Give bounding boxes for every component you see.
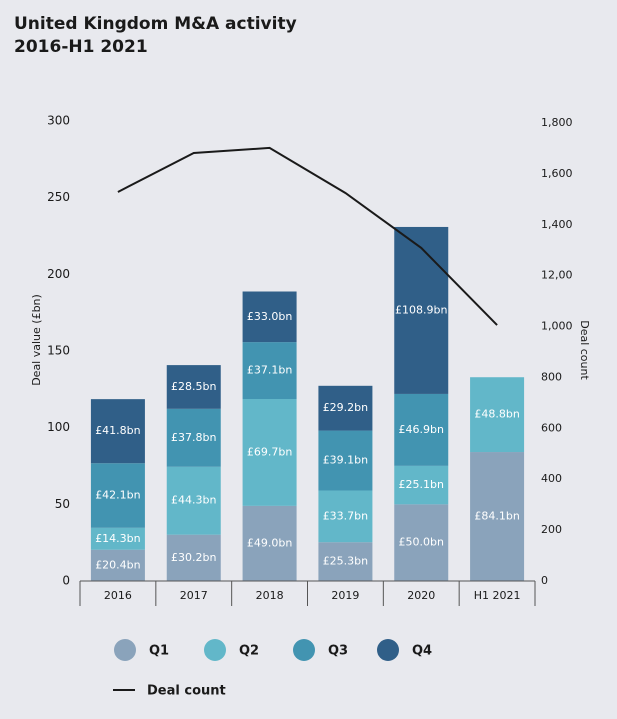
legend-swatch xyxy=(377,639,399,661)
data-label: £46.9bn xyxy=(399,423,444,436)
data-label: £108.9bn xyxy=(395,303,447,316)
y2-tick-label: 200 xyxy=(541,523,562,536)
data-label: £39.1bn xyxy=(323,454,368,467)
y-tick-label: 300 xyxy=(47,114,70,128)
legend-label: Deal count xyxy=(147,684,226,699)
x-tick-label: 2016 xyxy=(104,589,132,602)
y2-tick-label: 1,000 xyxy=(541,320,573,333)
bar-segment xyxy=(242,342,297,399)
legend-label: Q3 xyxy=(328,644,348,659)
bar-segment xyxy=(318,430,373,491)
x-tick-label: 2020 xyxy=(407,589,435,602)
data-label: £84.1bn xyxy=(474,510,519,523)
y2-tick-label: 0 xyxy=(541,574,548,587)
bar-segment xyxy=(166,466,221,535)
bar-segment xyxy=(394,465,449,505)
bar-segment xyxy=(90,463,145,528)
y-tick-label: 150 xyxy=(47,344,70,358)
y-tick-label: 250 xyxy=(47,190,70,204)
bar-segment xyxy=(470,452,525,581)
data-label: £14.3bn xyxy=(95,532,140,545)
bar-segment xyxy=(90,549,145,581)
bar-segment xyxy=(242,505,297,581)
x-tick-label: 2019 xyxy=(331,589,359,602)
y2-tick-label: 600 xyxy=(541,421,562,434)
data-label: £50.0bn xyxy=(399,536,444,549)
bar-segment xyxy=(90,527,145,550)
y-tick-label: 50 xyxy=(55,497,70,511)
legend-swatch xyxy=(114,639,136,661)
bar-segment xyxy=(318,490,373,543)
chart-title: United Kingdom M&A activity xyxy=(14,14,297,34)
data-label: £48.8bn xyxy=(474,408,519,421)
x-tick-label: 2018 xyxy=(256,589,284,602)
legend-label: Q1 xyxy=(149,644,169,659)
y-tick-label: 200 xyxy=(47,267,70,281)
bar-segment xyxy=(318,542,373,581)
bar-segment xyxy=(166,534,221,581)
data-label: £20.4bn xyxy=(95,558,140,571)
legend-swatch xyxy=(293,639,315,661)
bar-segment xyxy=(242,398,297,506)
data-label: £33.7bn xyxy=(323,509,368,522)
data-label: £30.2bn xyxy=(171,551,216,564)
bar-segment xyxy=(394,226,449,394)
legend-swatch xyxy=(204,639,226,661)
chart-subtitle: 2016-H1 2021 xyxy=(14,37,148,57)
y2-tick-label: 12,00 xyxy=(541,269,573,282)
data-label: £28.5bn xyxy=(171,380,216,393)
legend-label: Q4 xyxy=(412,644,432,659)
data-label: £37.1bn xyxy=(247,364,292,377)
bar-segment xyxy=(394,393,449,466)
data-label: £37.8bn xyxy=(171,431,216,444)
bar-segment xyxy=(242,291,297,343)
y2-tick-label: 800 xyxy=(541,370,562,383)
bar-segment xyxy=(470,377,525,453)
bar-segment xyxy=(394,504,449,581)
data-label: £42.1bn xyxy=(95,489,140,502)
x-tick-label: H1 2021 xyxy=(474,589,521,602)
x-tick-label: 2017 xyxy=(180,589,208,602)
bar-segment xyxy=(90,399,145,464)
data-label: £49.0bn xyxy=(247,536,292,549)
y2-tick-label: 400 xyxy=(541,472,562,485)
bar-segment xyxy=(166,365,221,409)
y2-tick-label: 1,400 xyxy=(541,218,573,231)
bar-segment xyxy=(318,385,373,431)
bar-segment xyxy=(166,408,221,467)
data-label: £41.8bn xyxy=(95,424,140,437)
data-label: £25.3bn xyxy=(323,555,368,568)
data-label: £69.7bn xyxy=(247,445,292,458)
legend-label: Q2 xyxy=(239,644,259,659)
y2-axis-label: Deal count xyxy=(578,320,591,380)
y-axis-label: Deal value (£bn) xyxy=(30,294,43,386)
data-label: £29.2bn xyxy=(323,401,368,414)
y-tick-label: 100 xyxy=(47,420,70,434)
data-label: £25.1bn xyxy=(399,478,444,491)
deal-count-line xyxy=(117,146,498,326)
data-label: £44.3bn xyxy=(171,494,216,507)
y2-tick-label: 1,600 xyxy=(541,167,573,180)
y2-tick-label: 1,800 xyxy=(541,116,573,129)
y-tick-label: 0 xyxy=(62,574,70,588)
data-label: £33.0bn xyxy=(247,310,292,323)
